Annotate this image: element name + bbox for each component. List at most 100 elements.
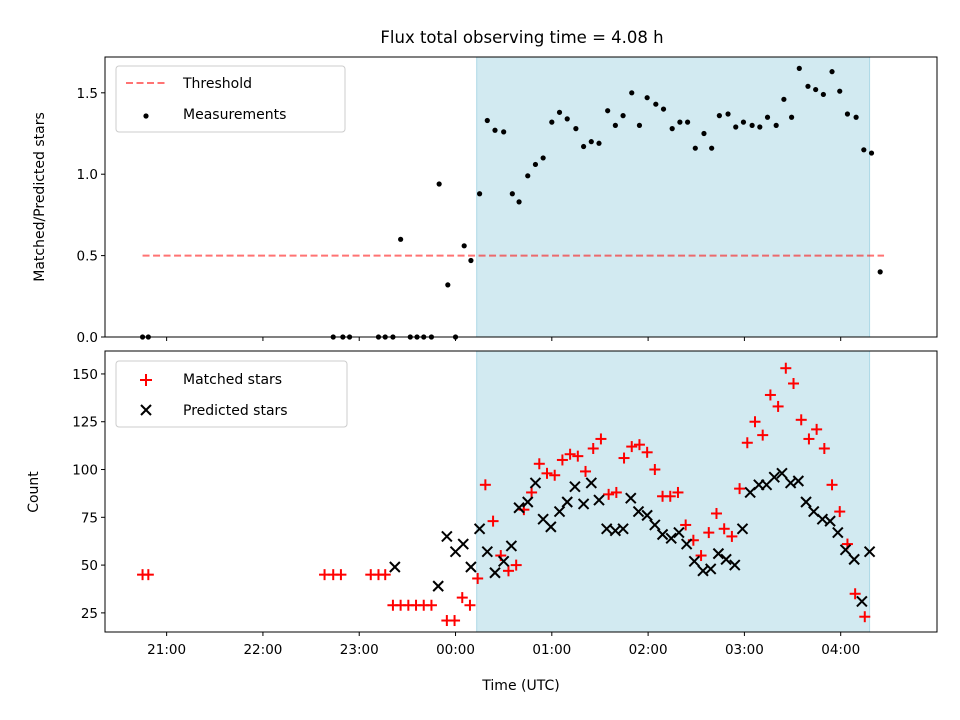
- bottom-axes-frame: [104, 350, 938, 633]
- x-tick-label: 00:00: [436, 642, 475, 658]
- measurement-point: [853, 114, 859, 120]
- y-tick-label: 75: [81, 510, 98, 526]
- matched-star-point: [710, 507, 722, 519]
- matched-star-point: [826, 479, 838, 491]
- legend-measurements-label: Measurements: [183, 107, 286, 123]
- matched-star-point: [541, 467, 553, 479]
- measurement-point: [605, 108, 611, 114]
- bottom-panel: 25 50 75 100 125 150 21:00 22:00 23:00 00:00 01:0…: [26, 350, 938, 694]
- predicted-star-point: [800, 496, 812, 508]
- matched-star-point: [749, 416, 761, 428]
- top-observing-span: [476, 56, 871, 338]
- matched-star-point: [572, 450, 584, 462]
- measurement-point: [861, 147, 867, 153]
- x-tick-label: 22:00: [243, 642, 282, 658]
- matched-star-point: [811, 423, 823, 435]
- top-panel: 0.0 0.5 1.0 1.5 Matched/Predicted stars Thr…: [32, 56, 938, 346]
- matched-star-point: [859, 611, 871, 623]
- top-legend: Threshold Measurements: [115, 65, 346, 133]
- matched-star-point: [633, 439, 645, 451]
- measurement-point: [805, 83, 811, 89]
- matched-star-point: [703, 527, 715, 539]
- predicted-star-point: [839, 544, 852, 556]
- legend-predicted-label: Predicted stars: [183, 403, 288, 419]
- predicted-star-point: [617, 523, 629, 535]
- y-tick-label: 125: [72, 415, 98, 431]
- measurement-point: [757, 124, 763, 130]
- predicted-star-point: [432, 580, 444, 592]
- measurements-series: [139, 65, 883, 340]
- measurement-point: [564, 116, 570, 122]
- y-tick-label: 50: [81, 558, 98, 574]
- matched-star-point: [464, 599, 476, 611]
- predicted-star-point: [569, 481, 581, 493]
- predicted-star-point: [513, 502, 525, 514]
- top-y-axis-label: Matched/Predicted stars: [32, 112, 48, 282]
- matched-star-point: [672, 486, 684, 498]
- measurement-point: [749, 122, 755, 128]
- predicted-star-point: [529, 477, 542, 489]
- predicted-star-point: [665, 532, 677, 545]
- matched-star-point: [834, 506, 846, 518]
- measurement-point: [813, 86, 819, 93]
- predicted-star-point: [625, 492, 637, 504]
- matched-star-point: [425, 599, 437, 611]
- legend-predicted-swatch: [140, 404, 152, 416]
- predicted-star-point: [632, 505, 645, 518]
- measurement-point: [596, 140, 602, 146]
- matched-star-point: [849, 588, 861, 600]
- measurement-point: [868, 150, 875, 156]
- matched-star-point: [664, 490, 676, 502]
- measurement-point: [620, 113, 626, 119]
- matched-star-point: [502, 565, 514, 577]
- matched-star-point: [618, 452, 630, 464]
- matched-star-point: [510, 559, 522, 571]
- predicted-star-point: [585, 477, 598, 489]
- measurement-point: [636, 122, 643, 128]
- matched-star-point: [741, 437, 753, 449]
- measurement-point: [733, 124, 739, 130]
- x-tick-label: 21:00: [147, 642, 186, 658]
- y-tick-label: 25: [81, 606, 98, 622]
- measurement-point: [612, 122, 618, 128]
- matched-star-point: [734, 483, 746, 495]
- measurement-point: [644, 95, 650, 101]
- measurement-point: [588, 139, 594, 145]
- measurement-point: [709, 145, 715, 151]
- measurement-point: [653, 101, 659, 107]
- matched-star-point: [757, 429, 769, 441]
- matched-star-point: [335, 569, 347, 581]
- x-axis-label: Time (UTC): [481, 678, 559, 694]
- matched-star-point: [580, 465, 592, 477]
- measurement-point: [525, 173, 531, 179]
- predicted-star-point: [704, 563, 717, 575]
- measurement-point: [629, 90, 635, 96]
- y-tick-label: 1.0: [77, 167, 98, 183]
- matched-star-point: [587, 442, 599, 454]
- predicted-star-point: [481, 546, 494, 558]
- predicted-star-point: [489, 567, 501, 579]
- chart-title: Flux total observing time = 4.08 h: [380, 28, 663, 47]
- matched-star-point: [449, 615, 461, 627]
- matched-star-point: [595, 433, 607, 445]
- measurement-point: [556, 109, 563, 115]
- matched-star-point: [456, 592, 468, 604]
- predicted-star-point: [680, 538, 693, 550]
- predicted-star-point: [863, 546, 876, 558]
- measurement-point: [484, 117, 490, 124]
- predicted-star-point: [824, 515, 836, 527]
- predicted-star-point: [600, 523, 613, 535]
- matched-star-point: [641, 446, 653, 458]
- measurement-point: [820, 91, 826, 98]
- measurement-point: [837, 88, 843, 94]
- predicted-star-point: [553, 505, 566, 518]
- predicted-star-point: [736, 523, 749, 535]
- predicted-star-point: [776, 467, 788, 480]
- matched-star-point: [803, 433, 815, 445]
- matched-star-point: [788, 377, 800, 389]
- matched-star-point: [764, 389, 776, 401]
- x-tick-label: 04:00: [821, 642, 860, 658]
- predicted-star-point: [729, 559, 741, 571]
- predicted-star-point: [561, 496, 573, 508]
